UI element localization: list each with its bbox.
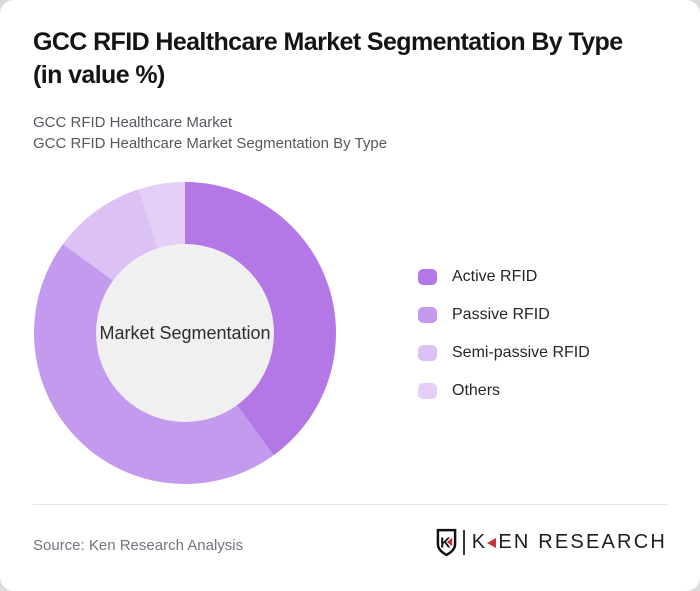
page-title-line2: (in value %) — [33, 61, 165, 89]
footer-divider — [33, 504, 667, 505]
donut-chart[interactable]: Market Segmentation — [34, 182, 336, 484]
legend-swatch — [418, 382, 437, 399]
ken-research-logo: K K EN RESEARCH — [436, 527, 667, 557]
legend-swatch — [418, 344, 437, 361]
legend-item-active-rfid[interactable]: Active RFID — [418, 267, 590, 286]
legend-label: Active RFID — [452, 268, 538, 285]
chart-subtitle-line1: GCC RFID Healthcare Market — [33, 114, 233, 131]
legend-label: Semi-passive RFID — [452, 344, 590, 361]
ken-research-shield-icon: K — [436, 528, 457, 556]
legend-item-others[interactable]: Others — [418, 381, 590, 400]
chart-subtitle-line2: GCC RFID Healthcare Market Segmentation … — [33, 135, 388, 152]
red-arrow-icon — [487, 537, 497, 548]
legend-swatch — [418, 306, 437, 323]
brand-letter-k: K — [471, 530, 488, 553]
legend: Active RFID Passive RFID Semi-passive RFID… — [418, 267, 590, 400]
chart-subtitle: GCC RFID Healthcare Market GCC RFID Heal… — [33, 112, 387, 154]
logo-divider — [462, 529, 465, 555]
page-title-line1: GCC RFID Healthcare Market Segmentation … — [33, 28, 623, 56]
legend-label: Others — [452, 382, 501, 399]
legend-label: Passive RFID — [452, 306, 550, 323]
legend-item-semi-passive-rfid[interactable]: Semi-passive RFID — [418, 343, 590, 362]
donut-center-label: Market Segmentation — [99, 322, 271, 343]
source-note: Source: Ken Research Analysis — [33, 537, 244, 554]
donut-center: Market Segmentation — [96, 244, 274, 422]
page-title: GCC RFID Healthcare Market Segmentation … — [33, 26, 623, 92]
brand-letters-rest: EN RESEARCH — [498, 530, 667, 553]
legend-swatch — [418, 268, 437, 285]
brand-text: K EN RESEARCH — [472, 531, 667, 554]
shield-red-arrow-icon — [446, 537, 452, 546]
svg-text:K: K — [440, 535, 451, 551]
legend-item-passive-rfid[interactable]: Passive RFID — [418, 305, 590, 324]
